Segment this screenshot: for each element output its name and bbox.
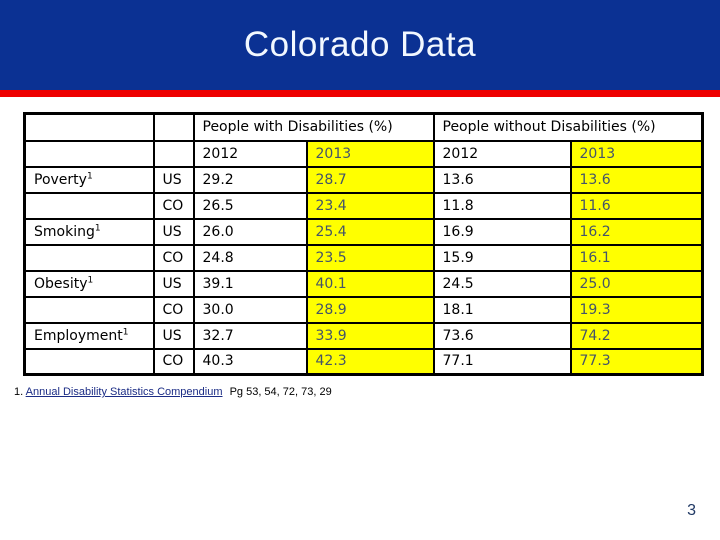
- category-cell: [23, 347, 155, 376]
- value-cell: 26.0: [192, 217, 308, 246]
- footnote-link[interactable]: Annual Disability Statistics Compendium: [25, 386, 223, 398]
- table-row: CO 26.5 23.4 11.8 11.6: [23, 191, 704, 220]
- table-row: Employment1 US 32.7 33.9 73.6 74.2: [23, 321, 704, 350]
- table-row: CO 40.3 42.3 77.1 77.3: [23, 347, 704, 376]
- value-cell: 25.4: [305, 217, 435, 246]
- year-header-2013-with: 2013: [305, 139, 435, 168]
- value-cell: 26.5: [192, 191, 308, 220]
- year-header-2012-with: 2012: [192, 139, 308, 168]
- table-row: CO 24.8 23.5 15.9 16.1: [23, 243, 704, 272]
- group-header-with-disabilities: People with Disabilities (%): [192, 112, 435, 142]
- footnote-reference: 1: [86, 170, 93, 181]
- geo-cell: US: [152, 165, 195, 194]
- page-number: 3: [687, 502, 696, 519]
- value-cell: 16.9: [432, 217, 572, 246]
- value-cell: 16.2: [569, 217, 704, 246]
- geo-cell: CO: [152, 347, 195, 376]
- value-cell: 23.4: [305, 191, 435, 220]
- value-cell: 42.3: [305, 347, 435, 376]
- value-cell: 28.9: [305, 295, 435, 324]
- value-cell: 33.9: [305, 321, 435, 350]
- footnote-reference: 1: [122, 326, 129, 337]
- value-cell: 13.6: [569, 165, 704, 194]
- value-cell: 32.7: [192, 321, 308, 350]
- category-cell: [23, 295, 155, 324]
- value-cell: 23.5: [305, 243, 435, 272]
- table-row: Obesity1 US 39.1 40.1 24.5 25.0: [23, 269, 704, 298]
- footnote: 1. Annual Disability Statistics Compendi…: [14, 386, 332, 398]
- value-cell: 40.1: [305, 269, 435, 298]
- value-cell: 29.2: [192, 165, 308, 194]
- footnote-reference: 1: [87, 274, 94, 285]
- table-row: Poverty1 US 29.2 28.7 13.6 13.6: [23, 165, 704, 194]
- blank-cell: [23, 139, 155, 168]
- table-row: CO 30.0 28.9 18.1 19.3: [23, 295, 704, 324]
- value-cell: 11.6: [569, 191, 704, 220]
- year-header-2013-without: 2013: [569, 139, 704, 168]
- value-cell: 24.8: [192, 243, 308, 272]
- category-cell: [23, 243, 155, 272]
- accent-line: [0, 90, 720, 97]
- value-cell: 13.6: [432, 165, 572, 194]
- value-cell: 24.5: [432, 269, 572, 298]
- value-cell: 25.0: [569, 269, 704, 298]
- value-cell: 39.1: [192, 269, 308, 298]
- category-cell: Employment1: [23, 321, 155, 350]
- category-cell: [23, 191, 155, 220]
- value-cell: 77.1: [432, 347, 572, 376]
- group-header-without-disabilities: People without Disabilities (%): [432, 112, 704, 142]
- value-cell: 11.8: [432, 191, 572, 220]
- group-header-row: People with Disabilities (%) People with…: [23, 112, 704, 142]
- data-table: People with Disabilities (%) People with…: [23, 112, 705, 376]
- geo-cell: CO: [152, 191, 195, 220]
- geo-cell: CO: [152, 243, 195, 272]
- slide-title: Colorado Data: [243, 25, 477, 64]
- footnote-reference: 1: [94, 222, 101, 233]
- category-cell: Poverty1: [23, 165, 155, 194]
- value-cell: 16.1: [569, 243, 704, 272]
- value-cell: 77.3: [569, 347, 704, 376]
- footnote-marker: 1.: [14, 386, 24, 398]
- geo-cell: US: [152, 269, 195, 298]
- table-row: Smoking1 US 26.0 25.4 16.9 16.2: [23, 217, 704, 246]
- geo-cell: CO: [152, 295, 195, 324]
- value-cell: 30.0: [192, 295, 308, 324]
- geo-cell: US: [152, 321, 195, 350]
- value-cell: 40.3: [192, 347, 308, 376]
- year-header-2012-without: 2012: [432, 139, 572, 168]
- category-cell: Obesity1: [23, 269, 155, 298]
- year-header-row: 2012 2013 2012 2013: [23, 139, 704, 168]
- geo-cell: US: [152, 217, 195, 246]
- value-cell: 15.9: [432, 243, 572, 272]
- value-cell: 28.7: [305, 165, 435, 194]
- category-cell: Smoking1: [23, 217, 155, 246]
- value-cell: 74.2: [569, 321, 704, 350]
- blank-cell: [23, 112, 155, 142]
- value-cell: 18.1: [432, 295, 572, 324]
- footnote-pages: Pg 53, 54, 72, 73, 29: [229, 386, 332, 398]
- blank-cell: [152, 112, 195, 142]
- value-cell: 19.3: [569, 295, 704, 324]
- title-banner: Colorado Data: [0, 0, 720, 90]
- value-cell: 73.6: [432, 321, 572, 350]
- blank-cell: [152, 139, 195, 168]
